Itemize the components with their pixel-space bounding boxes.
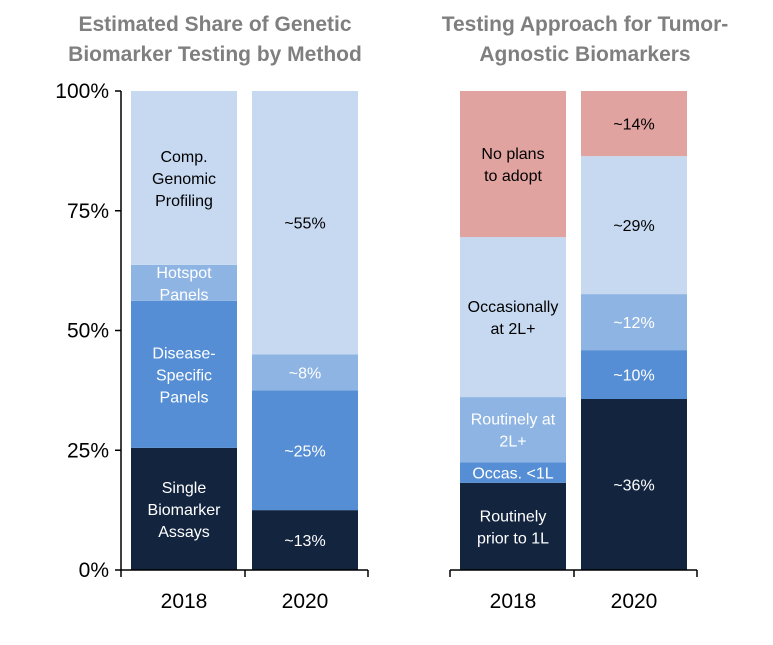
chart-2: Testing Approach for Tumor- Agnostic Biom… [442, 13, 729, 613]
bar-segment [581, 398, 687, 570]
data-label: ~14% [613, 117, 654, 134]
data-label: ~29% [613, 218, 654, 235]
chart-title-line: Biomarker Testing by Method [68, 43, 362, 66]
data-label: ~10% [613, 368, 654, 385]
y-tick-label: 25% [67, 439, 109, 462]
data-label: Routinely [480, 508, 547, 525]
data-label: Specific [156, 367, 212, 384]
data-label: Panels [160, 389, 209, 406]
bar-segment [131, 300, 237, 448]
data-label: Occasionally [468, 299, 559, 316]
y-tick-label: 0% [79, 559, 109, 582]
data-label: prior to 1L [477, 530, 549, 547]
data-label: Profiling [155, 193, 213, 210]
bar-segment [581, 294, 687, 351]
x-tick-label: 2018 [161, 590, 208, 613]
data-label: Genomic [152, 171, 216, 188]
data-label: ~13% [284, 533, 325, 550]
data-label: ~8% [289, 365, 321, 382]
bar-segment [252, 354, 358, 391]
bar-segment [252, 510, 358, 570]
data-label: Panels [160, 287, 209, 304]
data-label: Hotspot [156, 265, 212, 282]
data-label: Routinely at [471, 412, 556, 429]
y-tick-label: 75% [67, 200, 109, 223]
data-label: at 2L+ [491, 321, 536, 338]
chart-1: Estimated Share of Genetic Biomarker Test… [55, 13, 369, 613]
data-label: ~36% [613, 477, 654, 494]
data-label: No plans [481, 146, 544, 163]
bar-segment [131, 264, 237, 301]
data-label: ~12% [613, 315, 654, 332]
data-label: Biomarker [148, 502, 222, 519]
bar-segment [460, 237, 566, 398]
bar-segment [581, 91, 687, 157]
x-tick-label: 2018 [490, 590, 537, 613]
bar-segment [460, 91, 566, 238]
bar-segment [581, 350, 687, 399]
data-label: Comp. [160, 149, 207, 166]
data-label: ~25% [284, 443, 325, 460]
bar-segment [252, 390, 358, 511]
data-label: to adopt [484, 168, 542, 185]
bar-segment [131, 447, 237, 570]
data-label: Assays [158, 524, 210, 541]
bar-segment [460, 462, 566, 483]
data-label: ~55% [284, 216, 325, 233]
chart-title-line: Estimated Share of Genetic [78, 13, 351, 36]
y-tick-label: 100% [55, 80, 109, 103]
x-tick-label: 2020 [611, 590, 658, 613]
data-label: Occas. <1L [472, 466, 553, 483]
data-label: Disease- [152, 345, 215, 362]
chart-title-line: Agnostic Biomarkers [479, 43, 690, 66]
data-label: 2L+ [499, 434, 526, 451]
chart-title-line: Testing Approach for Tumor- [442, 13, 729, 36]
bar-segment [460, 397, 566, 463]
data-label: Single [162, 480, 207, 497]
bar-segment [460, 482, 566, 570]
bar-segment [581, 156, 687, 295]
x-tick-label: 2020 [282, 590, 329, 613]
bar-segment [131, 91, 237, 265]
bar-segment [252, 91, 358, 355]
y-tick-label: 50% [67, 320, 109, 343]
